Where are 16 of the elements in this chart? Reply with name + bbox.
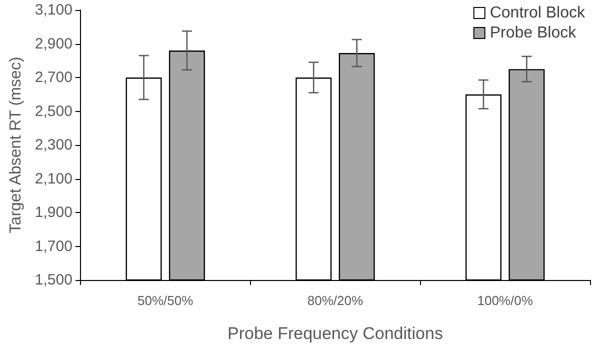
y-tick-label: 2,900 [34, 35, 72, 52]
y-tick-label: 1,700 [34, 238, 72, 255]
y-tick-label: 1,900 [34, 204, 72, 221]
y-tick-label: 2,700 [34, 69, 72, 86]
x-tick-label: 50%/50% [138, 293, 194, 308]
legend-label: Control Block [490, 4, 586, 22]
x-tick-label: 100%/0% [477, 293, 534, 308]
y-tick-label: 2,500 [34, 102, 72, 120]
x-axis-title: Probe Frequency Conditions [227, 324, 443, 343]
y-axis-title: Target Absent RT (msec) [8, 56, 24, 234]
y-tick-label: 2,100 [34, 170, 72, 188]
x-tick-label: 80%/20% [307, 293, 364, 308]
y-tick-label: 3,100 [34, 2, 72, 18]
y-tick-label: 1,500 [34, 272, 72, 288]
y-tick-label: 2,300 [34, 136, 72, 154]
legend-label: Probe Block [490, 24, 578, 42]
